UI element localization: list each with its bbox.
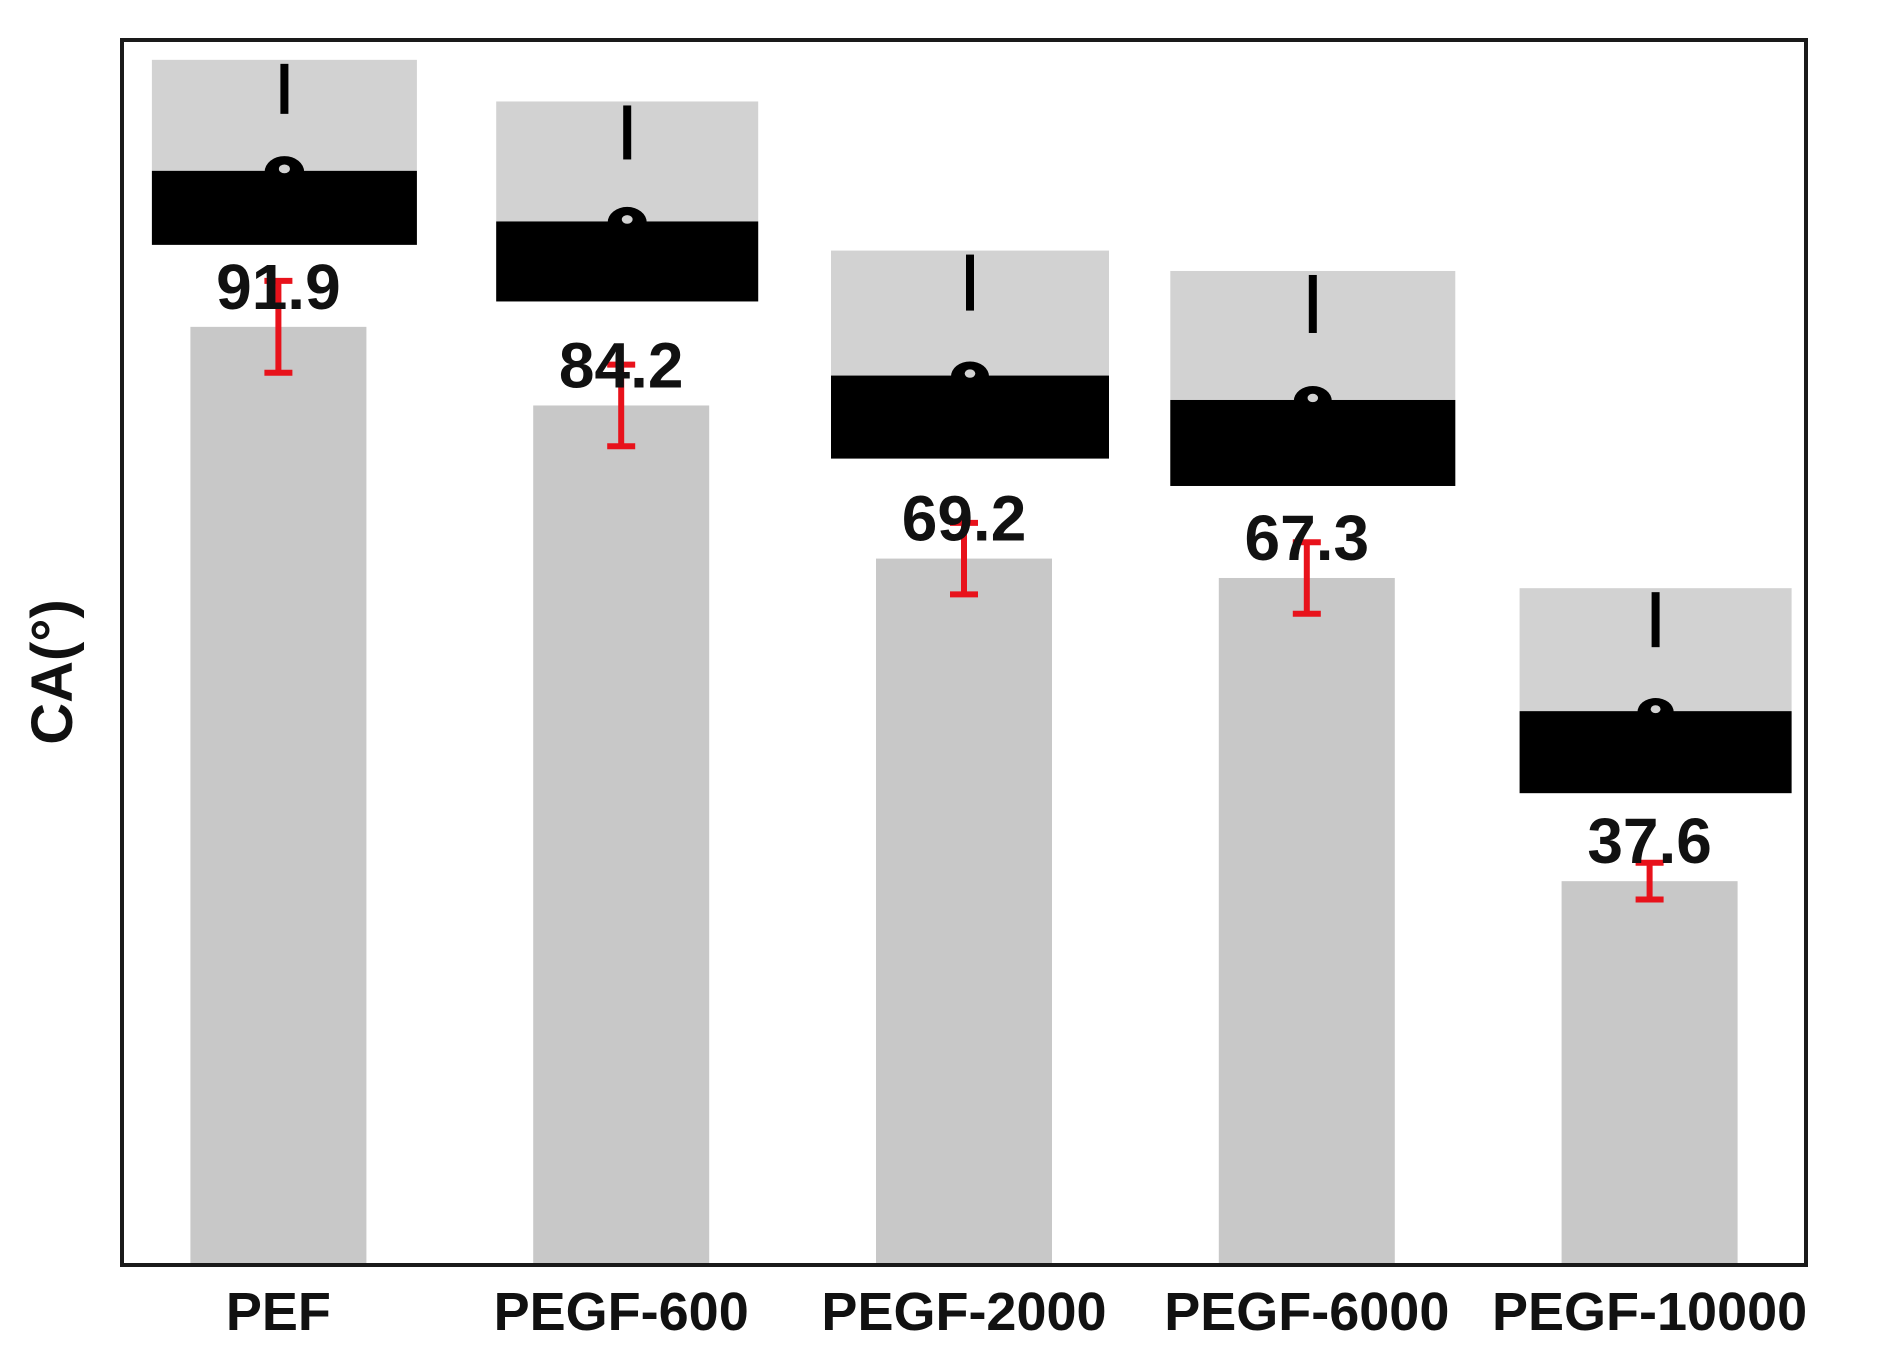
error-bar-pegf-10000 [1635, 859, 1664, 903]
droplet-inset-pef [151, 59, 417, 245]
error-bar-pegf-6000 [1292, 539, 1321, 617]
value-label-pegf-10000: 37.6 [1587, 805, 1712, 877]
tick-label-pegf-10000: PEGF-10000 [1492, 1282, 1807, 1342]
error-bar-pef [264, 277, 293, 376]
error-bars [264, 277, 1664, 903]
error-bar-pegf-2000 [950, 519, 978, 598]
droplet-inset-pegf-6000 [1170, 270, 1456, 486]
bars [190, 326, 1738, 1266]
x-tick-labels: PEF PEGF-600 PEGF-2000 PEGF-6000 PEGF-10000 [226, 1282, 1807, 1342]
value-label-pegf-6000: 67.3 [1245, 502, 1370, 574]
droplet-inset-pegf-2000 [831, 250, 1109, 459]
bar-pegf-10000 [1561, 881, 1738, 1265]
droplet-inset-pegf-600 [496, 101, 759, 302]
bar-pegf-600 [533, 405, 710, 1265]
tick-label-pegf-2000: PEGF-2000 [821, 1282, 1106, 1342]
value-labels: 91.9 84.2 69.2 67.3 37.6 [216, 251, 1712, 877]
tick-label-pegf-600: PEGF-600 [494, 1282, 749, 1342]
droplet-inset-pegf-10000 [1519, 588, 1792, 794]
bar-pef [190, 326, 367, 1266]
tick-label-pegf-6000: PEGF-6000 [1164, 1282, 1449, 1342]
droplet-insets [151, 59, 1792, 794]
value-label-pegf-600: 84.2 [559, 329, 684, 401]
plot-frame [120, 38, 1808, 1267]
bar-pegf-6000 [1218, 577, 1395, 1265]
error-bar-pegf-600 [607, 361, 636, 450]
y-axis-label: CA(°) [20, 599, 85, 745]
value-label-pef: 91.9 [216, 251, 341, 323]
value-label-pegf-2000: 69.2 [902, 483, 1027, 555]
bar-pegf-2000 [876, 558, 1052, 1265]
tick-label-pef: PEF [226, 1282, 331, 1342]
